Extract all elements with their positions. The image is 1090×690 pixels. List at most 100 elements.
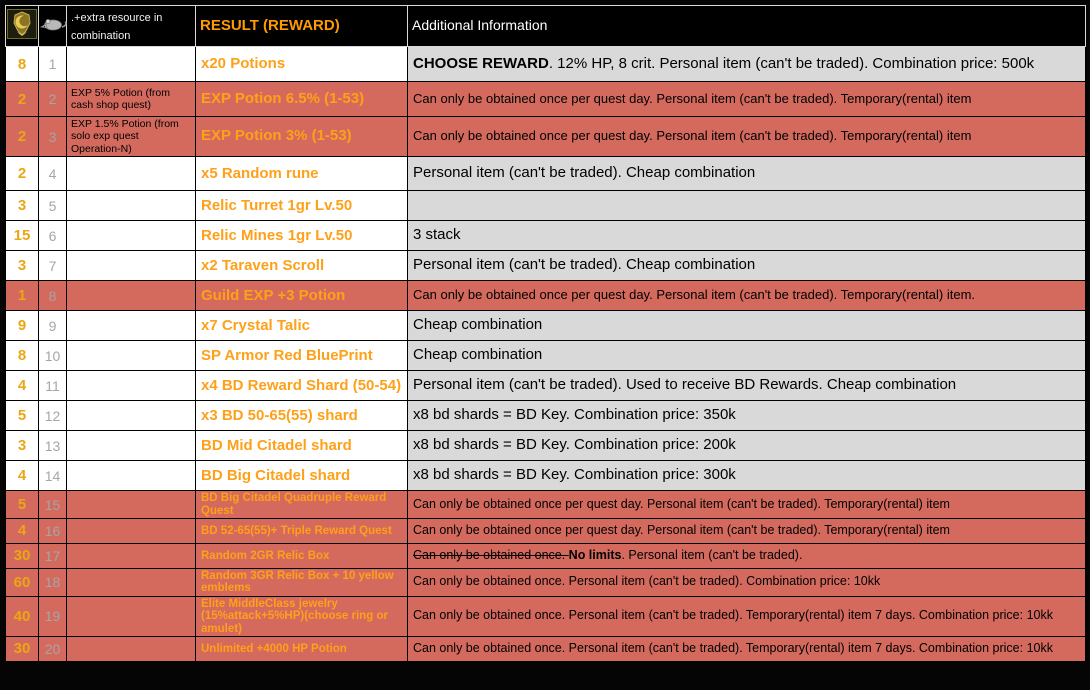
combine-count-cell: 8 <box>5 46 39 82</box>
info-text-segment: Can only be obtained once. <box>413 548 569 563</box>
table-row: 15 6 Relic Mines 1gr Lv.50 3 stack <box>5 220 1086 252</box>
extra-resource-cell <box>66 190 196 222</box>
table-row: 2 2 EXP 5% Potion (from cash shop quest) EX… <box>5 81 1086 117</box>
header-result-label: RESULT (REWARD) <box>200 17 340 34</box>
info-cell: Can only be obtained once. Personal item… <box>407 635 1086 662</box>
row-number-cell: 8 <box>38 280 67 312</box>
reward-cell: x2 Taraven Scroll <box>195 250 408 282</box>
table-row: 30 17 Random 2GR Relic Box Can only be obta… <box>5 542 1086 569</box>
reward-cell: x7 Crystal Talic <box>195 310 408 342</box>
combine-count-cell: 2 <box>5 156 39 192</box>
extra-resource-cell <box>66 595 196 637</box>
combine-count-cell: 3 <box>5 430 39 462</box>
row-number-cell: 9 <box>38 310 67 342</box>
row-number-cell: 19 <box>38 595 67 637</box>
combine-count-cell: 5 <box>5 400 39 432</box>
row-number-cell: 6 <box>38 220 67 252</box>
row-number-cell: 14 <box>38 460 67 492</box>
table-row: 4 14 BD Big Citadel shard x8 bd shards = BD… <box>5 460 1086 492</box>
info-cell: Can only be obtained once per quest day.… <box>407 517 1086 544</box>
row-number-cell: 1 <box>38 46 67 82</box>
reward-cell: BD Mid Citadel shard <box>195 430 408 462</box>
table-row: 8 10 SP Armor Red BluePrint Cheap combinati… <box>5 340 1086 372</box>
extra-resource-cell <box>66 310 196 342</box>
combine-count-cell: 4 <box>5 517 39 544</box>
table-row: 8 1 x20 Potions CHOOSE REWARD. 12% HP, 8 cr… <box>5 46 1086 82</box>
extra-resource-cell <box>66 156 196 192</box>
header-additional-info-label: Additional Information <box>412 17 548 33</box>
combine-count-cell: 4 <box>5 460 39 492</box>
reward-cell: x4 BD Reward Shard (50-54) <box>195 370 408 402</box>
extra-resource-cell <box>66 250 196 282</box>
info-text-segment: No limits <box>568 548 622 563</box>
table-row: 60 18 Random 3GR Relic Box + 10 yellow emb… <box>5 567 1086 597</box>
info-cell: Cheap combination <box>407 310 1086 342</box>
info-cell: x8 bd shards = BD Key. Combination price… <box>407 430 1086 462</box>
reward-cell: BD 52-65(55)+ Triple Reward Quest <box>195 517 408 544</box>
info-text-segment: . Personal item (can't be traded). <box>621 548 803 563</box>
info-cell: Can only be obtained once per quest day.… <box>407 115 1086 158</box>
table-row: 30 20 Unlimited +4000 HP Potion Can only be… <box>5 635 1086 662</box>
reward-cell: Guild EXP +3 Potion <box>195 280 408 312</box>
extra-resource-cell <box>66 490 196 519</box>
info-cell: x8 bd shards = BD Key. Combination price… <box>407 460 1086 492</box>
reward-cell: x5 Random rune <box>195 156 408 192</box>
rat-icon <box>39 18 68 37</box>
extra-resource-cell <box>66 635 196 662</box>
info-cell: Cheap combination <box>407 340 1086 372</box>
table-body: 8 1 x20 Potions CHOOSE REWARD. 12% HP, 8 cr… <box>5 46 1086 662</box>
extra-resource-cell <box>66 340 196 372</box>
reward-cell: x3 BD 50-65(55) shard <box>195 400 408 432</box>
extra-resource-cell <box>66 46 196 82</box>
table-row: 4 11 x4 BD Reward Shard (50-54) Personal it… <box>5 370 1086 402</box>
table-row: 3 13 BD Mid Citadel shard x8 bd shards = BD… <box>5 430 1086 462</box>
info-cell: Can only be obtained once per quest day.… <box>407 490 1086 519</box>
combine-count-cell: 5 <box>5 490 39 519</box>
info-cell <box>407 190 1086 222</box>
info-cell: Can only be obtained once per quest day.… <box>407 280 1086 312</box>
table-header: .+extra resource in combination RESULT (… <box>5 5 1086 47</box>
table-row: 3 5 Relic Turret 1gr Lv.50 <box>5 190 1086 222</box>
combine-count-cell: 2 <box>5 115 39 158</box>
row-number-cell: 7 <box>38 250 67 282</box>
reward-cell: x20 Potions <box>195 46 408 82</box>
row-number-cell: 13 <box>38 430 67 462</box>
reward-cell: Relic Turret 1gr Lv.50 <box>195 190 408 222</box>
extra-resource-cell <box>66 430 196 462</box>
extra-resource-cell <box>66 567 196 597</box>
row-number-cell: 15 <box>38 490 67 519</box>
extra-resource-cell <box>66 400 196 432</box>
combine-count-cell: 15 <box>5 220 39 252</box>
extra-resource-cell <box>66 517 196 544</box>
info-cell: Personal item (can't be traded). Used to… <box>407 370 1086 402</box>
reward-cell: Random 2GR Relic Box <box>195 542 408 569</box>
combine-count-cell: 2 <box>5 81 39 117</box>
combine-count-cell: 3 <box>5 250 39 282</box>
combine-count-cell: 30 <box>5 635 39 662</box>
header-creature-column <box>38 5 68 47</box>
row-number-cell: 5 <box>38 190 67 222</box>
row-number-cell: 2 <box>38 81 67 117</box>
info-text-segment: CHOOSE REWARD <box>413 54 549 72</box>
table-row: 5 12 x3 BD 50-65(55) shard x8 bd shards = B… <box>5 400 1086 432</box>
extra-resource-cell <box>66 460 196 492</box>
row-number-cell: 12 <box>38 400 67 432</box>
reward-combination-table: .+extra resource in combination RESULT (… <box>5 5 1086 662</box>
reward-cell: Unlimited +4000 HP Potion <box>195 635 408 662</box>
combine-count-cell: 30 <box>5 542 39 569</box>
info-cell: Personal item (can't be traded). Cheap c… <box>407 156 1086 192</box>
info-cell: Can only be obtained once per quest day.… <box>407 81 1086 117</box>
gold-emblem-icon <box>7 8 37 43</box>
extra-resource-cell <box>66 220 196 252</box>
row-number-cell: 20 <box>38 635 67 662</box>
header-currency-column <box>5 5 39 47</box>
row-number-cell: 4 <box>38 156 67 192</box>
table-row: 4 16 BD 52-65(55)+ Triple Reward Quest Can … <box>5 517 1086 544</box>
info-cell: 3 stack <box>407 220 1086 252</box>
row-number-cell: 18 <box>38 567 67 597</box>
extra-resource-cell <box>66 542 196 569</box>
row-number-cell: 3 <box>38 115 67 158</box>
combine-count-cell: 60 <box>5 567 39 597</box>
table-row: 5 15 BD Big Citadel Quadruple Reward Quest… <box>5 490 1086 519</box>
reward-cell: EXP Potion 6.5% (1-53) <box>195 81 408 117</box>
